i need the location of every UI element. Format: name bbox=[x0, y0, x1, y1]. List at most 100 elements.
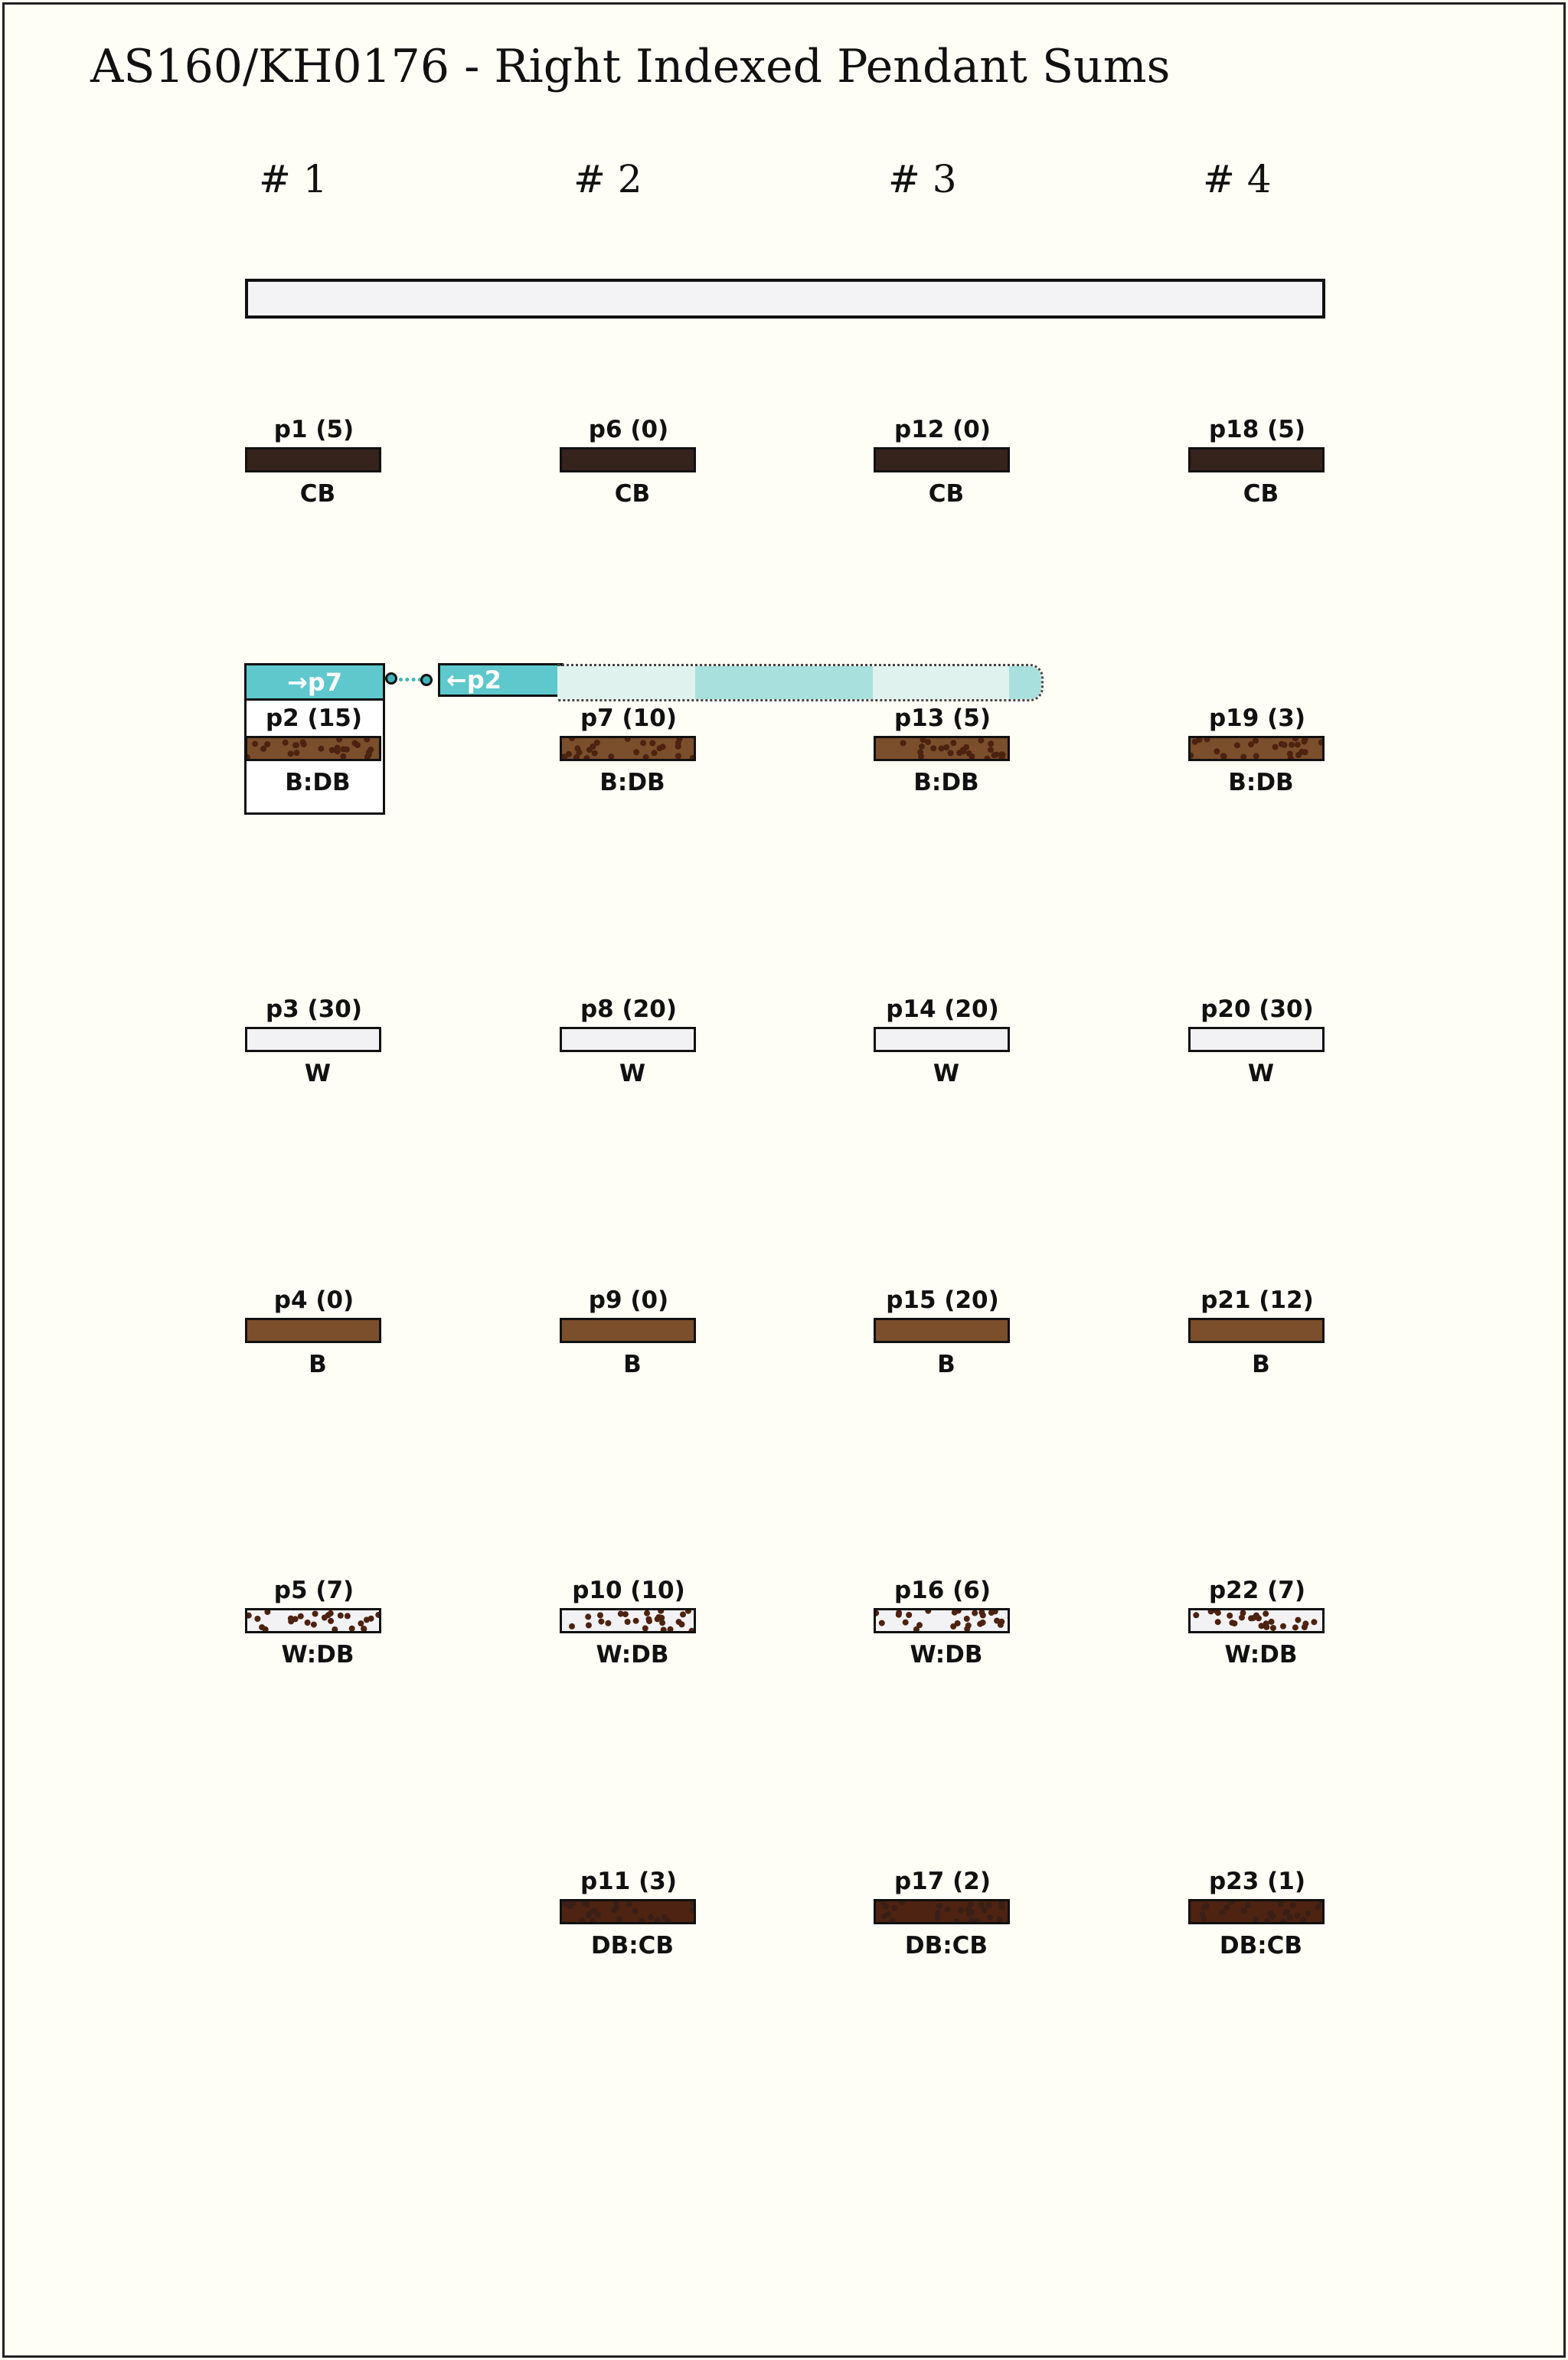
fleck-dot bbox=[1305, 1910, 1312, 1917]
pendant-cord[interactable] bbox=[245, 1608, 381, 1633]
column-header-1: # 1 bbox=[259, 157, 328, 201]
pendant-label: p11 (3) bbox=[580, 1868, 678, 1895]
fleck-dot bbox=[1302, 1620, 1309, 1627]
fleck-dot bbox=[332, 1626, 338, 1631]
fleck-dot bbox=[640, 740, 647, 747]
pendant-color-label: DB:CB bbox=[1219, 1932, 1303, 1960]
fleck-dot bbox=[647, 1914, 654, 1920]
pendant-color-label: W bbox=[1247, 1060, 1275, 1087]
fleck-dot bbox=[947, 750, 954, 757]
pendant-cord[interactable] bbox=[560, 1899, 696, 1924]
fleck-dot bbox=[1292, 738, 1298, 742]
fleck-dot bbox=[1295, 1616, 1302, 1623]
fleck-dot bbox=[981, 1907, 988, 1914]
fleck-dot bbox=[1240, 753, 1247, 759]
fleck-dot bbox=[598, 1618, 605, 1625]
fleck-dot bbox=[1200, 1915, 1207, 1922]
fleck-dot bbox=[581, 1901, 588, 1907]
pendant-cord[interactable] bbox=[874, 447, 1010, 472]
fleck-dot bbox=[1287, 755, 1294, 759]
fleck-dot bbox=[327, 1610, 334, 1616]
pendant-cord[interactable] bbox=[560, 1318, 696, 1343]
fleck-dot bbox=[348, 1625, 355, 1631]
primary-cord bbox=[245, 279, 1325, 319]
fleck-dot bbox=[934, 1910, 941, 1917]
fleck-dot bbox=[936, 1903, 942, 1910]
fleck-dot bbox=[364, 753, 371, 759]
pendant-cord[interactable] bbox=[874, 1027, 1010, 1052]
fleck-dot bbox=[965, 1622, 972, 1629]
pendant-label: p5 (7) bbox=[273, 1577, 354, 1604]
pendant-cord[interactable] bbox=[1188, 1899, 1325, 1924]
pendant-label: p18 (5) bbox=[1208, 416, 1306, 443]
link-target-tag[interactable]: ←p2 bbox=[438, 663, 564, 697]
fleck-dot bbox=[1289, 1902, 1296, 1908]
fleck-dot bbox=[934, 1914, 941, 1921]
pendant-color-label: CB bbox=[299, 480, 336, 508]
fleck-dot bbox=[1253, 753, 1259, 759]
link-start-dot-icon bbox=[385, 672, 397, 685]
pendant-cord[interactable] bbox=[560, 447, 696, 472]
fleck-dot bbox=[358, 1620, 364, 1627]
fleck-dot bbox=[336, 738, 343, 743]
pendant-label: p13 (5) bbox=[893, 704, 991, 732]
fleck-dot bbox=[247, 1612, 252, 1619]
pendant-cord[interactable] bbox=[560, 1027, 696, 1052]
fleck-dot bbox=[925, 1610, 932, 1614]
fleck-dot bbox=[988, 747, 994, 753]
fleck-dot bbox=[328, 747, 335, 753]
fleck-dot bbox=[998, 1904, 1005, 1911]
fleck-dot bbox=[689, 1901, 694, 1906]
pendant-cord[interactable] bbox=[874, 1318, 1010, 1343]
pendant-cord[interactable] bbox=[874, 1608, 1010, 1633]
fleck-dot bbox=[590, 743, 596, 750]
pendant-color-label: B:DB bbox=[285, 769, 351, 796]
pendant-cord[interactable] bbox=[560, 736, 696, 761]
fleck-dot bbox=[375, 1611, 379, 1618]
fleck-dot bbox=[950, 740, 957, 747]
fleck-dot bbox=[918, 744, 925, 750]
fleck-dot bbox=[364, 738, 371, 743]
pendant-cord[interactable] bbox=[1188, 447, 1325, 472]
fleck-dot bbox=[1286, 1914, 1293, 1921]
pendant-cord[interactable] bbox=[1188, 1318, 1325, 1343]
fleck-dot bbox=[1200, 1904, 1207, 1911]
pendant-cord[interactable] bbox=[1188, 1608, 1325, 1633]
fleck-dot bbox=[1277, 1901, 1284, 1906]
pendant-label: p12 (0) bbox=[893, 416, 991, 443]
fleck-dot bbox=[675, 743, 681, 750]
pendant-label: p23 (1) bbox=[1208, 1868, 1306, 1895]
pendant-cord[interactable] bbox=[874, 1899, 1010, 1924]
fleck-dot bbox=[624, 1619, 631, 1625]
fleck-dot bbox=[953, 1918, 960, 1922]
fleck-dot bbox=[1245, 1902, 1252, 1909]
pendant-color-label: CB bbox=[614, 480, 651, 508]
pendant-color-label: W bbox=[304, 1060, 332, 1087]
fleck-dot bbox=[899, 1901, 906, 1905]
fleck-dot bbox=[969, 1917, 975, 1922]
pendant-cord[interactable] bbox=[245, 1318, 381, 1343]
pendant-cord[interactable] bbox=[245, 1027, 381, 1052]
fleck-dot bbox=[659, 744, 666, 750]
fleck-dot bbox=[956, 750, 963, 757]
fleck-dot bbox=[930, 745, 937, 752]
fleck-dot bbox=[287, 1615, 294, 1622]
pendant-cord[interactable] bbox=[245, 736, 381, 761]
fleck-dot bbox=[562, 1901, 566, 1905]
fleck-dot bbox=[343, 746, 350, 753]
fleck-dot bbox=[878, 1620, 885, 1626]
pendant-cord[interactable] bbox=[560, 1608, 696, 1633]
pendant-cord[interactable] bbox=[245, 447, 381, 472]
fleck-dot bbox=[626, 1901, 632, 1907]
fleck-dot bbox=[658, 1610, 665, 1614]
pendant-cord[interactable] bbox=[874, 736, 1010, 761]
fleck-dot bbox=[1264, 1917, 1270, 1922]
fleck-dot bbox=[1193, 1612, 1200, 1619]
pendant-cord[interactable] bbox=[1188, 736, 1325, 761]
link-connector bbox=[399, 678, 422, 682]
fleck-dot bbox=[334, 744, 341, 751]
column-header-2: # 2 bbox=[573, 157, 642, 201]
fleck-dot bbox=[963, 1616, 970, 1622]
fleck-dot bbox=[310, 1621, 317, 1628]
pendant-cord[interactable] bbox=[1188, 1027, 1325, 1052]
